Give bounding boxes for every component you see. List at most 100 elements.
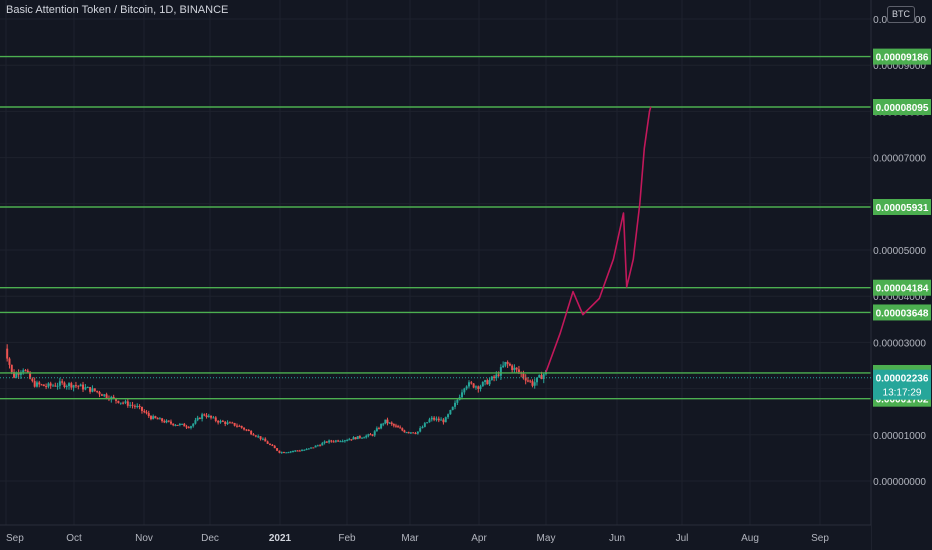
candle-body: [312, 447, 315, 449]
candle-body: [54, 385, 57, 387]
candle-body: [346, 440, 349, 442]
candle-body: [178, 423, 181, 426]
candle-body: [86, 387, 89, 389]
level-label: 0.00005931: [876, 203, 929, 214]
candle-body: [72, 385, 75, 388]
candle-body: [276, 448, 279, 451]
candle-body: [149, 416, 152, 420]
candle-body: [174, 424, 177, 426]
candle-body: [294, 450, 297, 452]
current-price-box[interactable]: [873, 369, 931, 400]
candle-body: [437, 418, 440, 421]
time-tick-label: Dec: [201, 533, 219, 544]
price-tick-label: 0.00009000: [873, 61, 926, 72]
candle-body: [35, 382, 38, 387]
candle-body: [221, 420, 224, 422]
candle-body: [513, 367, 516, 371]
candle-body: [31, 378, 34, 382]
candle-body: [467, 382, 470, 387]
candle-body: [419, 428, 422, 432]
time-tick-label: Mar: [401, 533, 419, 544]
candle-body: [289, 451, 292, 453]
candle-body: [233, 422, 236, 426]
price-tick-label: 0.00003000: [873, 338, 926, 349]
candle-body: [490, 376, 493, 380]
candle-body: [84, 387, 87, 390]
candle-body: [280, 452, 283, 454]
candle-body: [414, 433, 417, 435]
candle-body: [154, 416, 157, 419]
candle-body: [100, 394, 103, 396]
candle-body: [348, 439, 351, 441]
candle-body: [416, 431, 419, 434]
candle-body: [167, 420, 170, 422]
candle-body: [405, 432, 408, 434]
candle-body: [319, 445, 322, 447]
candle-body: [89, 387, 92, 392]
candle-body: [6, 348, 9, 359]
candle-body: [58, 381, 61, 386]
candle-body: [105, 394, 108, 399]
time-tick-label: Aug: [741, 533, 759, 544]
candle-body: [449, 409, 452, 415]
level-label-box[interactable]: [873, 198, 931, 215]
candle-body: [187, 427, 190, 429]
candle-body: [51, 385, 54, 387]
candle-body: [339, 441, 342, 443]
level-label-box[interactable]: [873, 304, 931, 321]
candle-body: [45, 386, 48, 388]
candle-body: [423, 423, 426, 427]
projection-line[interactable]: [545, 106, 652, 373]
price-tick-label: 0.00004000: [873, 292, 926, 303]
candle-body: [145, 412, 148, 414]
level-label: 0.00001782: [876, 395, 929, 406]
candle-body: [217, 420, 220, 423]
candle-body: [68, 383, 71, 387]
candle-body: [451, 406, 454, 410]
candle-body: [371, 434, 374, 436]
candle-body: [212, 417, 215, 419]
candle-body: [192, 423, 195, 427]
level-label-box[interactable]: [873, 48, 931, 65]
current-price-label: 0.00002236: [876, 374, 929, 385]
candle-body: [296, 450, 299, 452]
candle-body: [49, 383, 52, 386]
candle-body: [259, 436, 262, 440]
candle-body: [506, 361, 509, 364]
candle-body: [13, 372, 16, 378]
projection-drawing[interactable]: [545, 106, 652, 373]
candle-body: [136, 405, 139, 407]
candle-body: [533, 382, 536, 386]
candle-body: [214, 417, 217, 421]
level-label-box[interactable]: [873, 99, 931, 116]
currency-badge[interactable]: BTC: [887, 6, 915, 23]
level-label-box[interactable]: [873, 279, 931, 296]
candle-body: [224, 421, 227, 424]
horizontal-levels[interactable]: [0, 55, 871, 400]
candle-body: [243, 427, 246, 430]
candle-body: [316, 445, 319, 447]
candle-body: [189, 426, 192, 428]
candle-body: [254, 435, 257, 437]
candle-body: [352, 437, 355, 440]
price-tick-label: 0.00007000: [873, 154, 926, 165]
candle-body: [152, 416, 155, 420]
candle-body: [545, 370, 547, 375]
candle-body: [205, 415, 208, 417]
candle-body: [231, 422, 234, 424]
candle-body: [307, 448, 310, 450]
candle-body: [250, 431, 253, 435]
candle-body: [454, 402, 457, 407]
candle-body: [447, 414, 450, 418]
candle-body: [264, 438, 267, 442]
candle-body: [394, 425, 397, 427]
candle-body: [201, 414, 204, 419]
candle-body: [330, 440, 333, 442]
candle-body: [112, 396, 115, 399]
candle-body: [380, 424, 383, 429]
time-axis-panel: [0, 525, 871, 550]
candle-body: [472, 383, 475, 388]
time-tick-label: 2021: [269, 533, 292, 544]
